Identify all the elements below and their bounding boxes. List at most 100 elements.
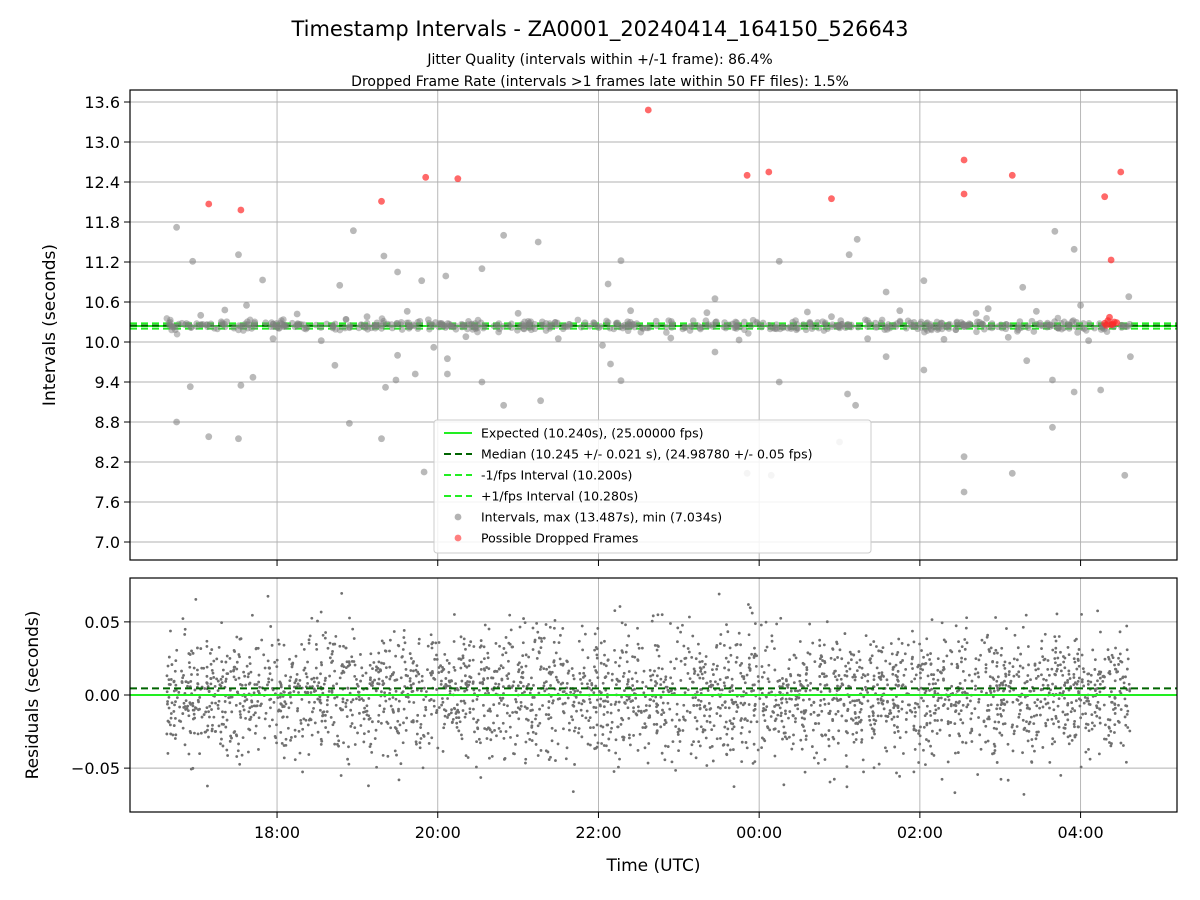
- residual-point: [1000, 733, 1004, 737]
- residual-point: [524, 757, 528, 761]
- residual-point: [525, 685, 529, 688]
- residual-point: [389, 704, 393, 708]
- residual-point: [290, 736, 293, 739]
- residual-point: [917, 761, 921, 764]
- residual-point: [946, 707, 950, 710]
- residual-point: [641, 726, 645, 729]
- residual-point: [335, 682, 339, 686]
- residual-point: [314, 666, 318, 670]
- residual-point: [822, 697, 826, 701]
- residual-point: [215, 677, 219, 681]
- residual-point: [1055, 612, 1059, 616]
- residual-point: [942, 677, 945, 681]
- residual-point: [182, 701, 186, 705]
- residual-point: [867, 715, 871, 718]
- residual-point: [477, 737, 481, 741]
- residual-point: [565, 686, 569, 690]
- residual-point: [1072, 722, 1076, 726]
- residual-point: [238, 655, 241, 659]
- residual-point: [730, 737, 734, 740]
- residual-point: [918, 671, 922, 675]
- residual-point: [626, 680, 630, 683]
- residual-point: [485, 727, 489, 731]
- residual-point: [724, 656, 728, 660]
- residual-point: [307, 718, 311, 722]
- residual-point: [565, 659, 569, 663]
- residual-point: [440, 703, 444, 707]
- interval-point: [979, 321, 987, 328]
- interval-point: [384, 320, 392, 328]
- residual-point: [910, 680, 914, 684]
- residual-point: [992, 742, 996, 746]
- residual-point: [930, 752, 934, 756]
- residual-point: [839, 685, 843, 689]
- residual-point: [1050, 742, 1054, 746]
- residual-point: [894, 674, 898, 677]
- interval-point: [844, 390, 851, 398]
- residual-point: [1042, 677, 1046, 681]
- residual-point: [834, 712, 838, 716]
- residual-point: [615, 677, 619, 681]
- residual-point: [282, 690, 286, 694]
- residual-point: [800, 747, 804, 751]
- residual-point: [781, 677, 784, 680]
- residual-point: [823, 675, 826, 679]
- residual-point: [946, 722, 950, 726]
- residual-point: [669, 660, 673, 664]
- residual-point: [786, 686, 790, 689]
- residual-point: [559, 633, 562, 637]
- residual-point: [679, 630, 682, 634]
- residual-point: [536, 754, 540, 757]
- residual-point: [708, 714, 712, 718]
- residual-point: [414, 740, 418, 744]
- residual-point: [593, 665, 596, 669]
- residual-point: [648, 698, 652, 702]
- residual-point: [1035, 713, 1039, 717]
- residual-point: [727, 706, 731, 710]
- interval-point: [1037, 321, 1044, 329]
- interval-point: [178, 319, 186, 327]
- residual-point: [1013, 633, 1017, 637]
- residual-point: [276, 696, 280, 700]
- residual-point: [461, 654, 465, 658]
- residual-point: [530, 676, 533, 680]
- residual-point: [683, 663, 687, 666]
- residual-point: [245, 698, 249, 701]
- interval-point: [793, 326, 800, 334]
- residual-point: [901, 700, 904, 704]
- residual-point: [1091, 648, 1095, 652]
- interval-point: [514, 309, 522, 317]
- residual-point: [1066, 712, 1069, 716]
- residual-point: [166, 700, 169, 703]
- residual-point: [831, 718, 834, 721]
- residual-point: [365, 704, 369, 708]
- residual-point: [653, 644, 657, 647]
- residual-point: [1043, 697, 1047, 701]
- residual-point: [805, 668, 809, 672]
- residual-point: [266, 594, 270, 598]
- residual-point: [335, 695, 339, 699]
- residual-point: [660, 667, 664, 671]
- residual-point: [1027, 722, 1031, 726]
- residual-point: [831, 735, 835, 739]
- interval-point: [775, 378, 783, 386]
- residual-point: [692, 667, 696, 671]
- residual-point: [935, 732, 939, 735]
- residual-point: [922, 725, 926, 729]
- residual-point: [1057, 635, 1061, 638]
- residual-point: [963, 647, 967, 651]
- residual-point: [580, 682, 584, 686]
- residual-point: [534, 743, 538, 746]
- residual-point: [770, 634, 774, 638]
- residual-point: [974, 657, 978, 661]
- residual-point: [595, 698, 599, 702]
- residual-point: [205, 681, 209, 685]
- residual-point: [778, 690, 781, 694]
- interval-point: [923, 320, 930, 327]
- residual-point: [855, 721, 859, 725]
- residual-point: [693, 716, 697, 719]
- intervals-panel: 7.07.68.28.89.410.010.611.211.812.413.01…: [40, 89, 1178, 566]
- residual-point: [784, 697, 788, 701]
- residual-point: [479, 639, 483, 642]
- residual-point: [703, 670, 707, 674]
